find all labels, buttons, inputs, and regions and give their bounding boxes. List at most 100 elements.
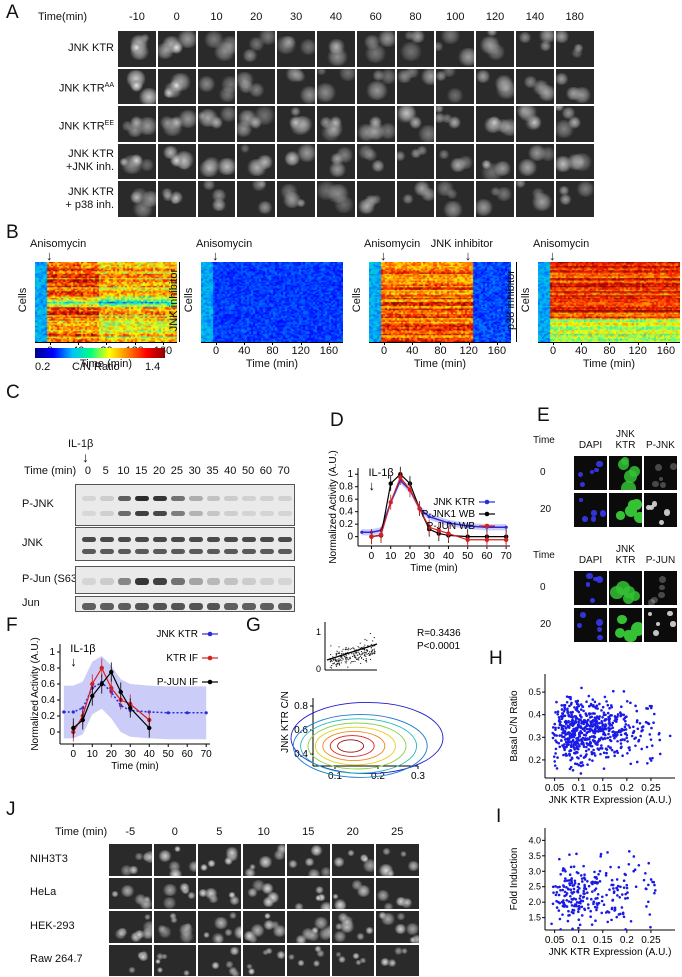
scatter-point [607, 745, 610, 748]
scatter-point [594, 881, 597, 884]
scatter-point [613, 890, 616, 893]
cell-blob [296, 199, 306, 207]
inset-point [347, 657, 348, 658]
fluorescence-tile [608, 607, 643, 643]
scatter-point [558, 745, 561, 748]
scatter-point [563, 895, 566, 898]
scatter-point [608, 707, 611, 710]
micrograph-tile [108, 944, 153, 977]
scatter-point [625, 732, 628, 735]
anisomycin-arrow-icon: ↓ [46, 250, 53, 262]
scatter-point [553, 723, 556, 726]
scatter-point [567, 737, 570, 740]
cell-blob [138, 88, 157, 105]
cell-blob [128, 967, 136, 974]
scatter-point [567, 888, 570, 891]
time-label: 60 [356, 11, 396, 23]
cell-blob [243, 931, 256, 941]
scatter-point [566, 701, 569, 704]
micrograph-tile [555, 30, 595, 68]
time-label: 40 [221, 465, 239, 477]
scatter-point [567, 910, 570, 913]
blot-band [135, 511, 149, 516]
scatter-point [633, 855, 636, 858]
blot-band [260, 549, 274, 554]
cell-blob [211, 199, 227, 212]
scatter-point [580, 772, 583, 775]
inset-point [351, 661, 352, 662]
scatter-point [594, 897, 597, 900]
cell-blob [307, 869, 322, 877]
scatter-point [600, 720, 603, 723]
x-tick-label: 80 [257, 345, 287, 357]
cell-blob [386, 870, 395, 877]
cell-blob [517, 159, 538, 176]
scatter-point [563, 880, 566, 883]
inset-point [359, 653, 360, 654]
scatter-point [618, 913, 621, 916]
cell-blob [315, 895, 322, 901]
scatter-point [650, 727, 653, 730]
scatter-point [563, 706, 566, 709]
scatter-point [600, 736, 603, 739]
x-tick-label: 0.15 [593, 783, 613, 794]
cell-blob [229, 947, 239, 955]
x-tick-label: 160 [482, 345, 512, 357]
scatter-point [583, 887, 586, 890]
time-label: 0 [79, 465, 97, 477]
cell-blob [224, 857, 233, 864]
scatter-point [560, 734, 563, 737]
scatter-point [614, 715, 617, 718]
scatter-point [588, 705, 591, 708]
scatter-point [570, 749, 573, 752]
scatter-point [565, 754, 568, 757]
scatter-point [557, 742, 560, 745]
blot-band [153, 578, 167, 585]
row-label: JNK KTR+ p38 inh. [10, 186, 114, 212]
panel-g-chart: 0.40.60.80.10.20.3P-JUN (A.U.)JNK KTR C/… [255, 618, 480, 780]
inset-point [363, 659, 364, 660]
row-label: JNK KTR+JNK inh. [10, 148, 114, 174]
cell-blob [330, 153, 344, 165]
scatter-point [587, 719, 590, 722]
scatter-point [607, 727, 610, 730]
scatter-point [571, 711, 574, 714]
scatter-point [624, 874, 627, 877]
stained-cell [580, 612, 586, 618]
blot-band [278, 603, 292, 610]
scatter-point [613, 751, 616, 754]
blot-strip [75, 596, 295, 612]
micrograph-tile [276, 143, 316, 181]
scatter-point [607, 756, 610, 759]
scatter-point [578, 745, 581, 748]
x-tick-label: 0 [369, 345, 399, 357]
micrograph-tile [153, 843, 198, 877]
cell-blob [402, 194, 414, 204]
micrograph-tile [236, 68, 276, 106]
micrograph-tile [153, 877, 198, 911]
blot-band [118, 578, 132, 585]
stained-cell [596, 461, 602, 467]
inset-point [371, 651, 372, 652]
cell-blob [187, 892, 196, 899]
blot-band [242, 603, 256, 610]
cell-blob [371, 160, 386, 172]
cell-blob [420, 188, 435, 201]
cell-blob [335, 923, 343, 930]
scatter-point [605, 752, 608, 755]
time-label: 30 [186, 465, 204, 477]
micrograph-tile [157, 105, 197, 143]
inset-point [356, 651, 357, 652]
data-point [71, 726, 75, 730]
micrograph-tile [435, 30, 475, 68]
cell-blob [333, 931, 347, 942]
blot-band [224, 496, 238, 501]
scatter-point [597, 873, 600, 876]
cell-blob [446, 88, 464, 102]
scatter-point [562, 754, 565, 757]
panel-label-d: D [330, 410, 344, 432]
scatter-point [572, 769, 575, 772]
blot-band [82, 537, 96, 542]
scatter-point [597, 716, 600, 719]
scatter-point [616, 889, 619, 892]
